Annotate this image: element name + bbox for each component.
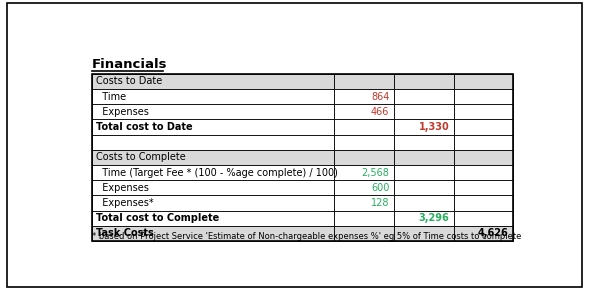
Bar (334, 135, 394, 150)
Bar (454, 119, 513, 135)
Text: Time: Time (97, 92, 127, 102)
Bar (454, 165, 513, 180)
Text: Costs to Date: Costs to Date (97, 77, 163, 86)
Bar (92, 74, 334, 89)
Text: 128: 128 (371, 198, 389, 208)
Text: 466: 466 (371, 107, 389, 117)
Text: Expenses: Expenses (97, 107, 150, 117)
Bar (454, 104, 513, 119)
Text: Expenses*: Expenses* (97, 198, 154, 208)
Text: Financials: Financials (92, 58, 167, 71)
Bar (92, 135, 334, 150)
Text: Time (Target Fee * (100 - %age complete) / 100): Time (Target Fee * (100 - %age complete)… (97, 168, 338, 177)
Bar (394, 89, 454, 104)
Bar (92, 180, 334, 195)
Bar (92, 104, 334, 119)
Bar (334, 119, 394, 135)
Bar (92, 195, 334, 211)
Bar (334, 165, 394, 180)
Text: Costs to Complete: Costs to Complete (97, 152, 186, 162)
Bar (394, 74, 454, 89)
Bar (92, 226, 334, 241)
Text: 864: 864 (371, 92, 389, 102)
Bar (334, 180, 394, 195)
Text: Total cost to Date: Total cost to Date (97, 122, 193, 132)
Bar (92, 119, 334, 135)
Text: Total cost to Complete: Total cost to Complete (97, 213, 220, 223)
Bar (454, 135, 513, 150)
Bar (92, 74, 513, 241)
Text: * based on Project Service 'Estimate of Non-chargeable expenses %' eg 5% of Time: * based on Project Service 'Estimate of … (92, 232, 521, 241)
Bar (92, 211, 334, 226)
Bar (394, 104, 454, 119)
Bar (454, 180, 513, 195)
Bar (394, 135, 454, 150)
Text: 3,296: 3,296 (419, 213, 449, 223)
Bar (334, 89, 394, 104)
Bar (394, 119, 454, 135)
Bar (394, 180, 454, 195)
Bar (92, 165, 334, 180)
Bar (334, 74, 394, 89)
Bar (454, 211, 513, 226)
Text: 4,626: 4,626 (478, 228, 509, 238)
Bar (334, 150, 394, 165)
Text: Task Costs: Task Costs (97, 228, 154, 238)
Bar (454, 226, 513, 241)
Bar (394, 226, 454, 241)
Text: 600: 600 (371, 183, 389, 193)
Bar (334, 104, 394, 119)
Text: 1,330: 1,330 (419, 122, 449, 132)
Bar (454, 195, 513, 211)
Bar (92, 150, 334, 165)
Bar (394, 211, 454, 226)
Text: Expenses: Expenses (97, 183, 150, 193)
Bar (454, 89, 513, 104)
Text: 2,568: 2,568 (362, 168, 389, 177)
Bar (334, 195, 394, 211)
Bar (334, 211, 394, 226)
Bar (394, 150, 454, 165)
Bar (334, 226, 394, 241)
Bar (454, 74, 513, 89)
Bar (394, 165, 454, 180)
Bar (394, 195, 454, 211)
Bar (454, 150, 513, 165)
Bar (92, 89, 334, 104)
